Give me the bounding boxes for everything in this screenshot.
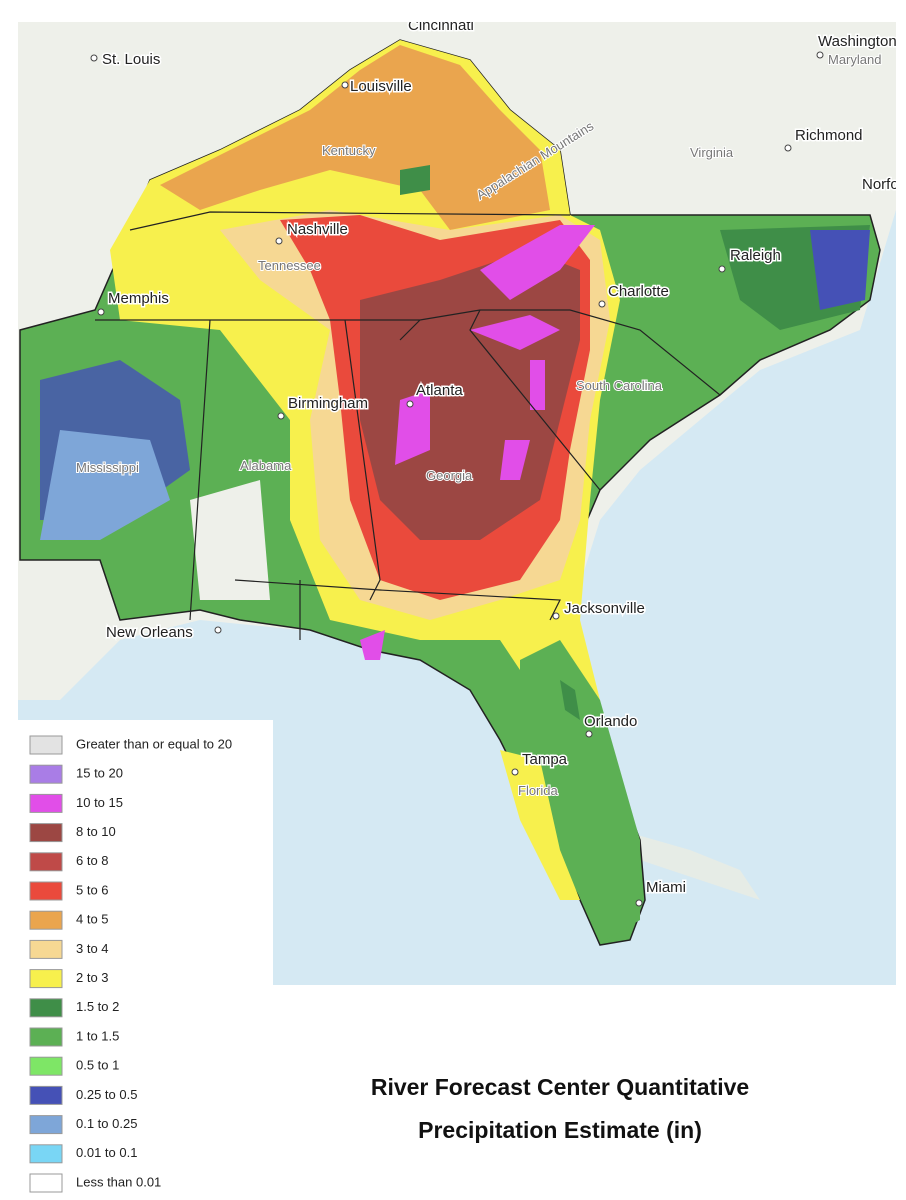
title-line: River Forecast Center Quantitative bbox=[371, 1074, 749, 1100]
legend-swatch bbox=[29, 852, 63, 872]
precip-area bbox=[520, 640, 640, 940]
state-label: Kentucky bbox=[322, 143, 376, 158]
legend-swatch bbox=[29, 910, 63, 930]
state-label: Alabama bbox=[240, 458, 292, 473]
legend: Greater than or equal to 20 15 to 20 10 to… bbox=[29, 735, 232, 1193]
legend-label: 4 to 5 bbox=[76, 912, 109, 927]
legend-label: 10 to 15 bbox=[76, 795, 123, 810]
map: Cincinnati St. Louis Washington Maryland… bbox=[18, 17, 906, 985]
legend-swatch bbox=[29, 1085, 63, 1105]
legend-label: 6 to 8 bbox=[76, 853, 109, 868]
legend-label: 1 to 1.5 bbox=[76, 1028, 119, 1043]
city-label: Washington bbox=[818, 33, 897, 50]
title-line: Precipitation Estimate (in) bbox=[418, 1117, 702, 1143]
city-label: Charlotte bbox=[608, 283, 669, 300]
legend-label: 5 to 6 bbox=[76, 882, 109, 897]
legend-swatch bbox=[29, 823, 63, 843]
city-label: Richmond bbox=[795, 127, 863, 144]
state-label: Virginia bbox=[690, 145, 734, 160]
legend-swatch bbox=[29, 1056, 63, 1076]
city-label: New Orleans bbox=[106, 624, 193, 641]
city-label: Cincinnati bbox=[408, 17, 474, 34]
legend-label: 15 to 20 bbox=[76, 766, 123, 781]
legend-swatch bbox=[29, 998, 63, 1018]
legend-swatch bbox=[29, 939, 63, 959]
land bbox=[620, 830, 760, 900]
city-label: St. Louis bbox=[102, 51, 160, 68]
city-label: Memphis bbox=[108, 290, 169, 307]
legend-label: Less than 0.01 bbox=[76, 1174, 161, 1189]
state-label: Georgia bbox=[426, 468, 473, 483]
precip-area bbox=[360, 225, 595, 660]
city-label: Norfolk bbox=[862, 176, 906, 193]
city-label: Orlando bbox=[584, 713, 637, 730]
legend-label: 2 to 3 bbox=[76, 970, 109, 985]
city-label: Jacksonville bbox=[564, 600, 645, 617]
city-label: Raleigh bbox=[730, 247, 781, 264]
precip-area bbox=[500, 750, 580, 900]
legend-swatch bbox=[29, 1027, 63, 1047]
legend-label: 8 to 10 bbox=[76, 824, 116, 839]
legend-label: 0.1 to 0.25 bbox=[76, 1116, 137, 1131]
legend-swatch bbox=[29, 1173, 63, 1193]
legend-swatch bbox=[29, 1144, 63, 1164]
legend-label: 0.5 to 1 bbox=[76, 1058, 119, 1073]
city-label: Atlanta bbox=[416, 382, 463, 399]
state-label: Maryland bbox=[828, 52, 881, 67]
legend-label: 0.25 to 0.5 bbox=[76, 1087, 137, 1102]
city-label: Birmingham bbox=[288, 395, 368, 412]
precip-area bbox=[190, 480, 270, 600]
legend-label: 1.5 to 2 bbox=[76, 999, 119, 1014]
state-border bbox=[95, 211, 721, 640]
city-dots bbox=[90, 51, 824, 907]
legend-label: 3 to 4 bbox=[76, 941, 109, 956]
city-label: Louisville bbox=[350, 78, 412, 95]
legend-label: Greater than or equal to 20 bbox=[76, 736, 232, 751]
legend-swatch bbox=[29, 735, 63, 755]
city-label: Miami bbox=[646, 879, 686, 896]
legend-swatch bbox=[29, 969, 63, 989]
legend-swatch bbox=[29, 793, 63, 813]
legend-label: 0.01 to 0.1 bbox=[76, 1145, 137, 1160]
legend-swatch bbox=[29, 1115, 63, 1135]
city-label: Nashville bbox=[287, 221, 348, 238]
legend-swatch bbox=[29, 764, 63, 784]
legend-swatch bbox=[29, 881, 63, 901]
state-label: Florida bbox=[518, 783, 559, 798]
precip-area bbox=[40, 430, 170, 540]
state-label: Tennessee bbox=[258, 258, 321, 273]
state-label: South Carolina bbox=[576, 378, 663, 393]
precip-area bbox=[810, 230, 870, 310]
state-label: Mississippi bbox=[76, 460, 139, 475]
city-label: Tampa bbox=[522, 751, 568, 768]
precip-area bbox=[160, 45, 550, 230]
